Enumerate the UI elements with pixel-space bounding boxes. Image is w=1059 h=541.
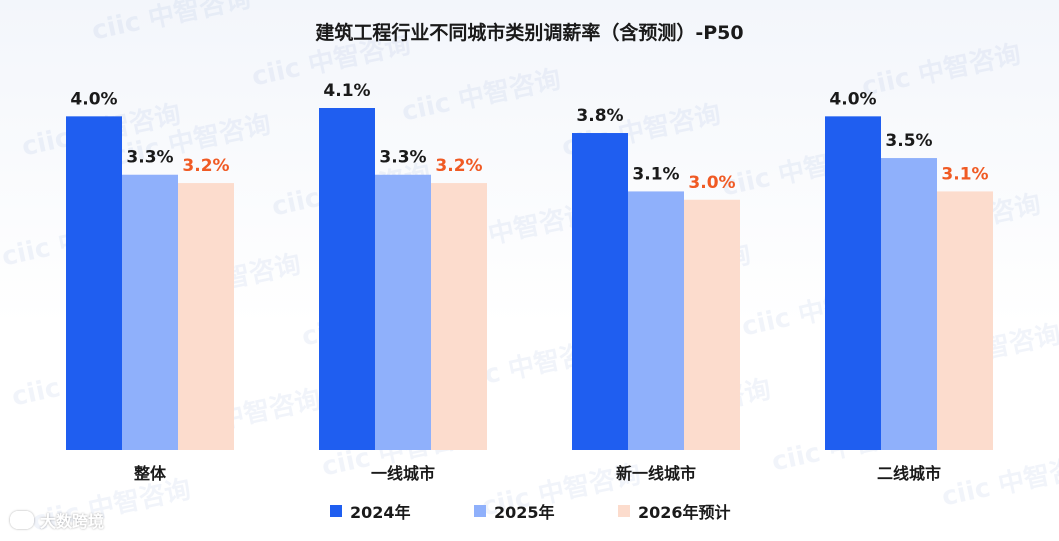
bar — [572, 133, 628, 450]
chat-bubble-icon — [10, 511, 34, 529]
data-label: 4.0% — [70, 89, 117, 109]
legend-item: 2026年预计 — [618, 499, 731, 523]
bar — [684, 199, 740, 450]
x-tick-label: 二线城市 — [877, 464, 941, 483]
data-label: 3.3% — [379, 148, 426, 168]
data-label: 3.2% — [182, 156, 229, 176]
brand-text: 大数跨境 — [40, 512, 105, 531]
legend-swatch — [618, 505, 630, 517]
x-tick-label: 整体 — [133, 464, 167, 483]
data-label: 3.1% — [632, 164, 679, 184]
data-label: 4.1% — [323, 81, 370, 101]
chart-title: 建筑工程行业不同城市类别调薪率（含预测）-P50 — [315, 22, 744, 44]
data-label: 3.0% — [688, 173, 735, 193]
bar — [825, 116, 881, 450]
legend-label: 2026年预计 — [638, 503, 731, 522]
x-tick-label: 一线城市 — [371, 464, 435, 483]
brand-badge: 大数跨境 — [10, 508, 104, 532]
legend-label: 2024年 — [350, 503, 411, 522]
legend-label: 2025年 — [494, 503, 555, 522]
bar — [431, 183, 487, 450]
x-tick-label: 新一线城市 — [616, 464, 696, 483]
bar — [319, 108, 375, 450]
bar — [122, 174, 178, 451]
bar — [66, 116, 122, 450]
legend-swatch — [474, 505, 486, 517]
legend-swatch — [330, 505, 342, 517]
chart-legend: 2024年 2025年 2026年预计 — [0, 499, 1059, 523]
data-label: 3.8% — [576, 106, 623, 126]
bar — [375, 174, 431, 451]
data-label: 3.1% — [941, 164, 988, 184]
bar — [628, 191, 684, 451]
legend-item: 2025年 — [474, 499, 555, 523]
data-label: 4.0% — [829, 89, 876, 109]
data-label: 3.2% — [435, 156, 482, 176]
bar — [937, 191, 993, 451]
data-label: 3.5% — [885, 131, 932, 151]
data-label: 3.3% — [126, 148, 173, 168]
bar — [881, 158, 937, 451]
bar — [178, 183, 234, 450]
legend-item: 2024年 — [330, 499, 411, 523]
